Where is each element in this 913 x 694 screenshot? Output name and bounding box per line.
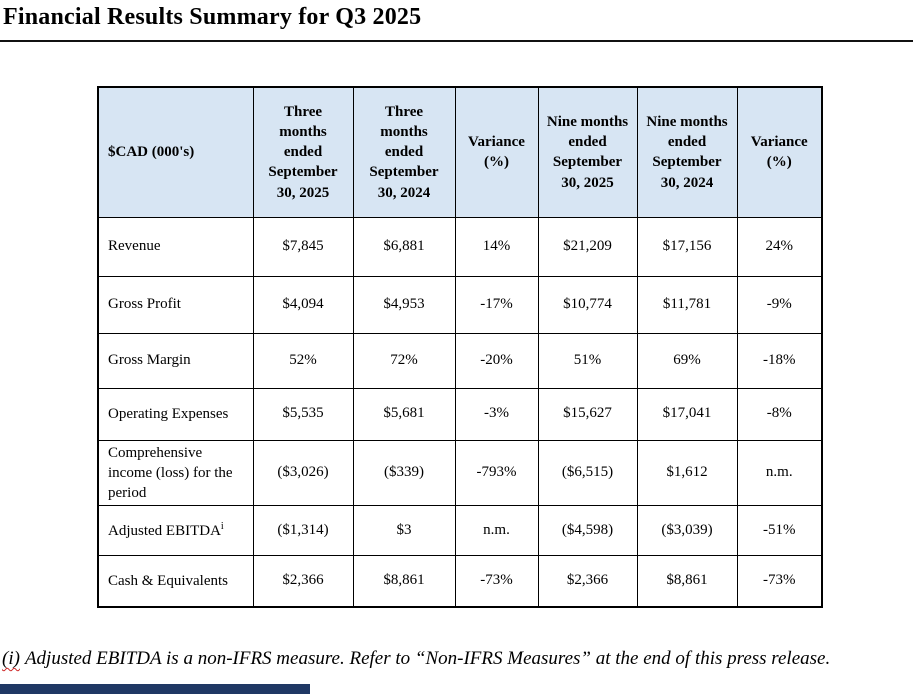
cell-value: $4,094 <box>252 275 354 334</box>
cell-value: -793% <box>454 439 539 507</box>
table-row-revenue: Revenue $7,845 $6,881 14% $21,209 $17,15… <box>97 216 823 277</box>
cell-value: $10,774 <box>537 275 638 334</box>
cell-value: $2,366 <box>252 555 354 608</box>
cell-value: $11,781 <box>636 275 738 334</box>
cell-value: $8,861 <box>636 555 738 608</box>
cell-value: ($3,039) <box>636 505 738 557</box>
table-header: $CAD (000's) Three months ended Septembe… <box>97 86 823 218</box>
footnote-marker: (i) <box>2 648 20 669</box>
cell-value: $15,627 <box>537 387 638 441</box>
column-header-variance-ytd: Variance (%) <box>736 86 823 218</box>
row-label: Revenue <box>97 216 254 277</box>
row-label-text: Adjusted EBITDA <box>108 522 221 539</box>
cell-value: 69% <box>636 332 738 389</box>
table-row-comprehensive-income: Comprehensive income (loss) for the peri… <box>97 439 823 507</box>
header-row: $CAD (000's) Three months ended Septembe… <box>97 86 823 218</box>
cell-value: ($6,515) <box>537 439 638 507</box>
table-row-operating-expenses: Operating Expenses $5,535 $5,681 -3% $15… <box>97 387 823 441</box>
cell-value: ($4,598) <box>537 505 638 557</box>
page-title: Financial Results Summary for Q3 2025 <box>3 4 422 30</box>
cell-value: $17,041 <box>636 387 738 441</box>
cell-value: 24% <box>736 216 823 277</box>
cell-value: $6,881 <box>352 216 456 277</box>
cell-value: $2,366 <box>537 555 638 608</box>
row-label: Adjusted EBITDAi <box>97 505 254 557</box>
column-header-three-months-2024: Three months ended September 30, 2024 <box>352 86 456 218</box>
footnote-reference: i <box>220 520 224 532</box>
cell-value: -51% <box>736 505 823 557</box>
cell-value: $21,209 <box>537 216 638 277</box>
row-label: Gross Margin <box>97 332 254 389</box>
cell-value: -3% <box>454 387 539 441</box>
cell-value: $7,845 <box>252 216 354 277</box>
cell-value: $5,535 <box>252 387 354 441</box>
footnote-text: Adjusted EBITDA is a non-IFRS measure. R… <box>24 648 831 669</box>
cell-value: -73% <box>736 555 823 608</box>
table-row-adjusted-ebitda: Adjusted EBITDAi ($1,314) $3 n.m. ($4,59… <box>97 505 823 557</box>
cell-value: -17% <box>454 275 539 334</box>
title-divider <box>0 40 913 42</box>
row-label: Operating Expenses <box>97 387 254 441</box>
column-header-three-months-2025: Three months ended September 30, 2025 <box>252 86 354 218</box>
cell-value: -20% <box>454 332 539 389</box>
table-row-gross-profit: Gross Profit $4,094 $4,953 -17% $10,774 … <box>97 275 823 334</box>
cell-value: -8% <box>736 387 823 441</box>
cell-value: ($1,314) <box>252 505 354 557</box>
cell-value: -9% <box>736 275 823 334</box>
column-header-nine-months-2024: Nine months ended September 30, 2024 <box>636 86 738 218</box>
cell-value: n.m. <box>454 505 539 557</box>
cell-value: $1,612 <box>636 439 738 507</box>
financial-results-table: $CAD (000's) Three months ended Septembe… <box>97 86 823 608</box>
cell-value: 72% <box>352 332 456 389</box>
column-header-variance-q: Variance (%) <box>454 86 539 218</box>
row-label: Cash & Equivalents <box>97 555 254 608</box>
row-label: Gross Profit <box>97 275 254 334</box>
cell-value: $3 <box>352 505 456 557</box>
table-body: Revenue $7,845 $6,881 14% $21,209 $17,15… <box>97 216 823 608</box>
column-header-nine-months-2025: Nine months ended September 30, 2025 <box>537 86 638 218</box>
cell-value: $8,861 <box>352 555 456 608</box>
footer-bar <box>0 684 310 694</box>
cell-value: -73% <box>454 555 539 608</box>
column-header-cad: $CAD (000's) <box>97 86 254 218</box>
footnote: (i) Adjusted EBITDA is a non-IFRS measure… <box>2 648 830 670</box>
table-row-cash-equivalents: Cash & Equivalents $2,366 $8,861 -73% $2… <box>97 555 823 608</box>
table-row-gross-margin: Gross Margin 52% 72% -20% 51% 69% -18% <box>97 332 823 389</box>
cell-value: 52% <box>252 332 354 389</box>
cell-value: 14% <box>454 216 539 277</box>
row-label: Comprehensive income (loss) for the peri… <box>97 439 254 507</box>
cell-value: $17,156 <box>636 216 738 277</box>
cell-value: -18% <box>736 332 823 389</box>
cell-value: $4,953 <box>352 275 456 334</box>
cell-value: ($339) <box>352 439 456 507</box>
cell-value: $5,681 <box>352 387 456 441</box>
cell-value: ($3,026) <box>252 439 354 507</box>
cell-value: n.m. <box>736 439 823 507</box>
cell-value: 51% <box>537 332 638 389</box>
